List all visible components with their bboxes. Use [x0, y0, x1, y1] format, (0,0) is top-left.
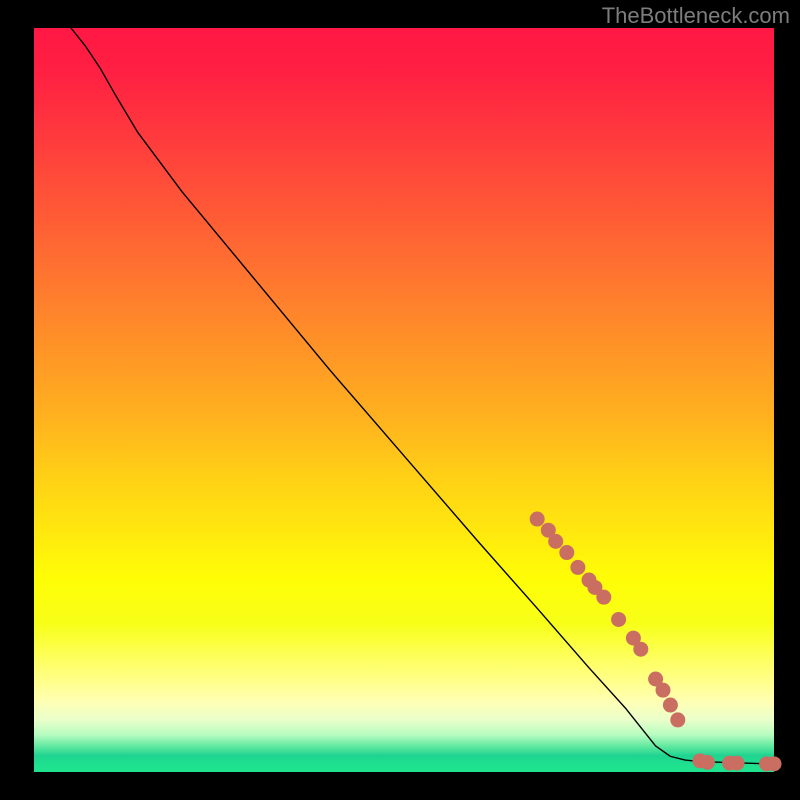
chart-plot-area: [34, 28, 774, 772]
stage: TheBottleneck.com: [0, 0, 800, 800]
attribution-label: TheBottleneck.com: [602, 3, 790, 29]
